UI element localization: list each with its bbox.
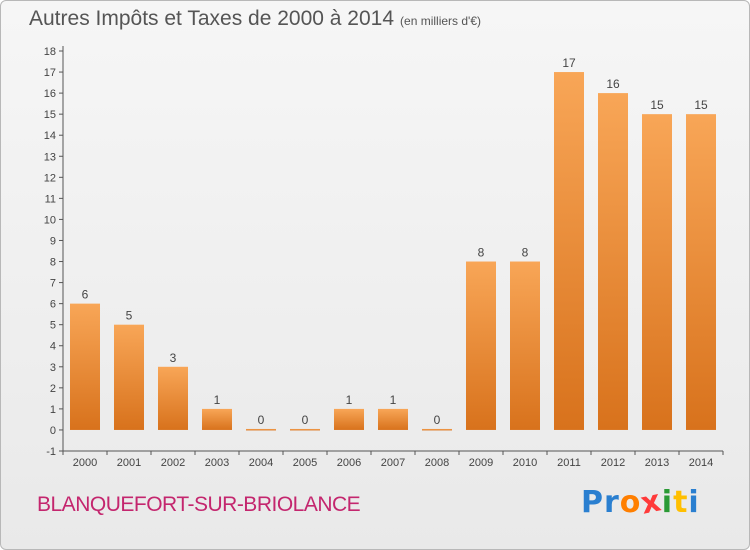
x-tick-label: 2004: [249, 457, 273, 469]
data-label-2004: 0: [258, 413, 265, 427]
chart-title: Autres Impôts et Taxes de 2000 à 2014 (en…: [29, 7, 481, 31]
y-tick-label: 3: [50, 362, 56, 374]
commune-name: BLANQUEFORT-SUR-BRIOLANCE: [37, 493, 361, 516]
y-tick-label: 18: [44, 46, 56, 58]
logo-letter: t: [673, 485, 689, 520]
y-tick-label: 2: [50, 383, 56, 395]
data-label-2013: 15: [650, 98, 664, 112]
bar-2004: [246, 428, 276, 431]
bar-2012: [598, 93, 628, 430]
y-tick-label: 6: [50, 299, 56, 311]
bar-2000: [70, 303, 100, 430]
x-tick-label: 2007: [381, 457, 405, 469]
data-label-2003: 1: [214, 393, 221, 407]
bar-2014: [686, 114, 716, 430]
x-tick-label: 2010: [513, 457, 537, 469]
y-tick-label: -1: [46, 446, 56, 458]
x-tick-label: 2001: [117, 457, 141, 469]
x-tick-label: 2003: [205, 457, 229, 469]
data-label-2007: 1: [390, 393, 397, 407]
bar-2006: [334, 408, 364, 430]
y-tick-label: 1: [50, 404, 56, 416]
logo-letter: i: [688, 485, 700, 520]
bar-2002: [158, 366, 188, 430]
data-label-2006: 1: [346, 393, 353, 407]
bars: [70, 72, 716, 431]
data-label-2011: 17: [562, 56, 576, 70]
bar-2009: [466, 261, 496, 430]
bar-2013: [642, 114, 672, 430]
bar-2003: [202, 408, 232, 430]
proxiti-logo[interactable]: Proxiti: [581, 483, 700, 521]
y-tick-label: 16: [44, 88, 56, 100]
x-tick-label: 2000: [73, 457, 97, 469]
data-label-2000: 6: [82, 288, 89, 302]
bar-2001: [114, 324, 144, 430]
bar-2005: [290, 428, 320, 431]
x-tick-label: 2012: [601, 457, 625, 469]
data-label-2009: 8: [478, 246, 485, 260]
y-tick-label: 12: [44, 172, 56, 184]
bar-2011: [554, 72, 584, 430]
y-tick-label: 17: [44, 67, 56, 79]
title-unit: (en milliers d'€): [400, 14, 482, 28]
bar-2008: [422, 428, 452, 431]
logo-letter: i: [661, 485, 674, 520]
y-tick-label: 10: [44, 214, 56, 226]
data-labels: 6 5 3 1 0 0 1 1 0 8 8 17 16 15 15: [82, 56, 708, 427]
logo-letter: r: [604, 485, 620, 520]
y-tick-label: 11: [45, 193, 56, 205]
y-tick-label: 14: [44, 130, 56, 142]
x-tick-label: 2008: [425, 457, 449, 469]
y-tick-label: 7: [50, 278, 56, 290]
logo-letter: o: [619, 485, 642, 520]
data-label-2005: 0: [302, 413, 309, 427]
y-tick-label: 15: [44, 109, 56, 121]
logo-letter: P: [581, 485, 604, 520]
data-label-2008: 0: [434, 413, 441, 427]
bar-2010: [510, 261, 540, 430]
data-label-2010: 8: [522, 246, 529, 260]
y-tick-label: 5: [50, 320, 56, 332]
title-text: Autres Impôts et Taxes de 2000 à 2014: [29, 7, 395, 30]
y-tick-label: 8: [50, 257, 56, 269]
data-label-2002: 3: [170, 351, 177, 365]
x-tick-label: 2009: [469, 457, 493, 469]
y-tick-label: 4: [50, 341, 56, 353]
x-tick-label: 2013: [645, 457, 669, 469]
x-tick-label: 2011: [557, 457, 581, 469]
data-label-2001: 5: [126, 309, 133, 323]
y-tick-label: 0: [50, 425, 56, 437]
y-tick-label: 9: [50, 235, 56, 247]
data-label-2014: 15: [694, 98, 708, 112]
y-tick-label: 13: [44, 151, 56, 163]
x-tick-label: 2002: [161, 457, 185, 469]
data-label-2012: 16: [606, 77, 620, 91]
x-tick-label: 2005: [293, 457, 317, 469]
bar-2007: [378, 408, 408, 430]
x-tick-label: 2006: [337, 457, 361, 469]
x-tick-label: 2014: [689, 457, 713, 469]
